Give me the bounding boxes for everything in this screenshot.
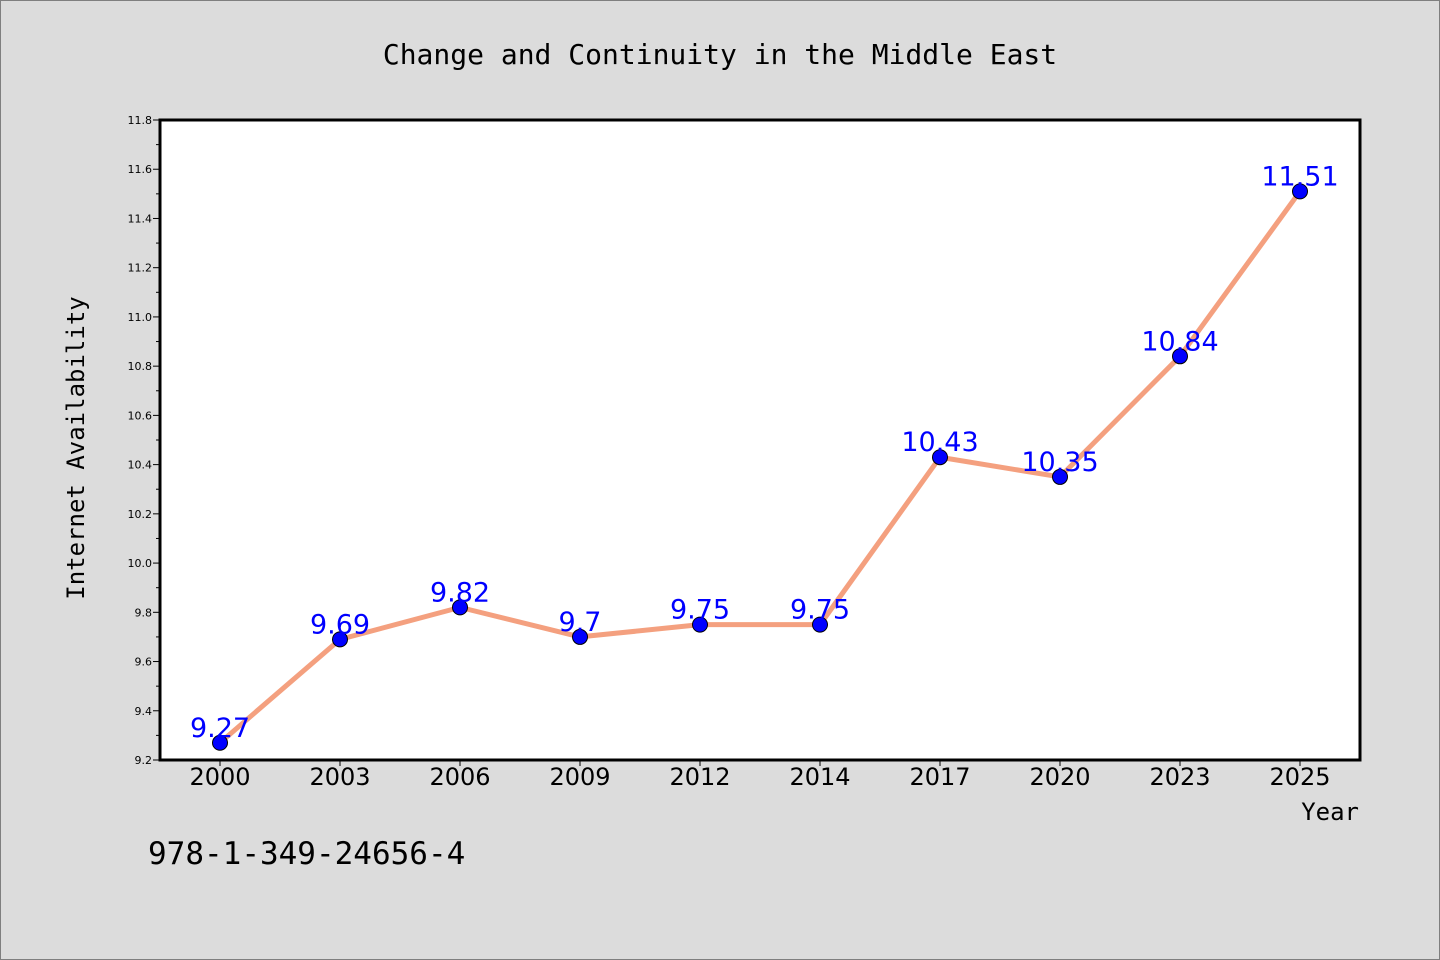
data-point-label: 9.82 [430, 577, 490, 608]
data-point-marker [932, 449, 948, 466]
y-tick-label: 9.4 [135, 705, 153, 718]
x-axis-title: Year [1301, 798, 1359, 826]
series-line [218, 189, 1303, 745]
x-tick-label: 2020 [1029, 763, 1090, 791]
isbn-footer: 978-1-349-24656-4 [148, 836, 465, 872]
data-point-label: 9.7 [559, 607, 602, 638]
y-tick-label: 9.6 [135, 656, 153, 669]
data-markers [212, 183, 1308, 751]
x-tick-label: 2025 [1269, 763, 1330, 791]
data-labels: 9.27 9.69 9.82 9.7 9.75 9.75 10.43 10.35 10.84 11… [190, 161, 1339, 743]
y-tick-label: 10.6 [128, 409, 153, 422]
data-point-marker [332, 631, 348, 648]
data-point-marker [1292, 183, 1308, 200]
y-tick-label: 10.4 [128, 459, 153, 472]
data-point-marker [1172, 348, 1188, 365]
data-point-label: 10.43 [901, 427, 978, 458]
data-point-marker [572, 628, 588, 645]
y-tick-label: 10.8 [128, 360, 153, 373]
y-tick-label: 10.2 [128, 508, 153, 521]
plot-border [158, 118, 1362, 762]
y-tick-label: 11.2 [128, 262, 153, 275]
x-tick-label: 2012 [669, 763, 730, 791]
x-tick-label: 2017 [909, 763, 970, 791]
y-tick-label: 11.0 [128, 311, 153, 324]
x-tick-label: 2009 [549, 763, 610, 791]
x-tick-label: 2000 [189, 763, 250, 791]
data-point-marker [452, 599, 468, 616]
data-point-label: 9.75 [790, 595, 850, 626]
data-point-marker [812, 616, 828, 633]
y-tick-label: 10.0 [128, 557, 153, 570]
data-point-label: 9.75 [670, 595, 730, 626]
y-tick-label: 9.2 [135, 754, 153, 767]
data-point-label: 11.51 [1261, 161, 1338, 192]
data-point-marker [692, 616, 708, 633]
data-point-marker [212, 734, 228, 751]
y-tick-label: 11.4 [128, 212, 153, 225]
y-tick-label: 9.8 [135, 606, 153, 619]
chart-title: Change and Continuity in the Middle East [383, 38, 1057, 71]
x-tick-label: 2006 [429, 763, 490, 791]
x-axis: 2000 2003 2006 2009 2012 2014 2017 2020 2023 2025 [189, 760, 1331, 791]
x-tick-label: 2023 [1149, 763, 1210, 791]
plot-area [160, 120, 1360, 760]
y-axis: 9.2 9.4 9.6 9.8 10.0 10.2 10.4 10.6 10.8 11.0 11.2… [128, 114, 160, 767]
data-point-label: 9.69 [310, 609, 370, 640]
x-tick-label: 2014 [789, 763, 850, 791]
y-tick-label: 11.6 [128, 163, 153, 176]
data-point-marker [1052, 468, 1068, 485]
data-point-label: 10.35 [1021, 447, 1098, 478]
data-point-label: 10.84 [1141, 326, 1218, 357]
y-tick-label: 11.8 [128, 114, 153, 127]
y-axis-title: Internet Availability [62, 296, 90, 599]
x-tick-label: 2003 [309, 763, 370, 791]
data-point-label: 9.27 [190, 713, 250, 744]
